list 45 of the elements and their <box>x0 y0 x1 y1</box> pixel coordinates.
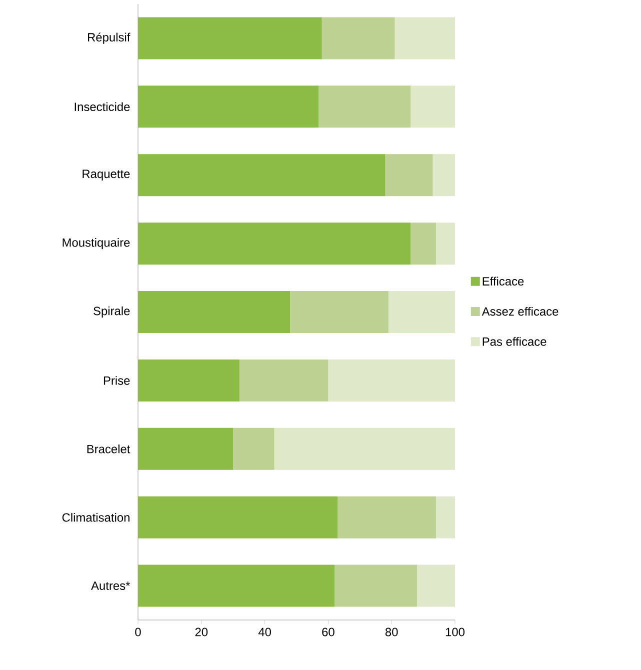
bar <box>410 86 456 128</box>
bar <box>290 291 388 334</box>
x-tick-label: 40 <box>258 628 271 636</box>
bar <box>394 17 456 60</box>
y-tick-label: Insecticide <box>74 102 130 112</box>
y-tick-label: Prise <box>104 376 130 385</box>
bar <box>138 564 335 607</box>
x-tick-label: 80 <box>385 628 398 636</box>
bar <box>239 359 328 402</box>
bar <box>138 496 338 538</box>
x-tick-label: 20 <box>195 628 208 636</box>
x-tick-label: 0 <box>135 628 141 636</box>
bar <box>138 222 411 265</box>
bar <box>334 564 417 607</box>
y-tick-label: Répulsif <box>88 32 130 44</box>
bar <box>274 428 456 470</box>
bar <box>322 17 395 60</box>
bar <box>233 428 274 470</box>
y-tick-label: Raquette <box>82 170 130 180</box>
bar <box>138 17 322 60</box>
bar <box>138 86 319 128</box>
legend-label: Efficace <box>482 276 524 286</box>
bar <box>138 291 290 334</box>
bar <box>436 222 456 265</box>
legend-label: Pas efficace <box>482 337 546 346</box>
bar <box>138 428 234 470</box>
bar <box>436 496 456 538</box>
y-tick-label: Moustiquaire <box>62 238 130 250</box>
bar <box>388 291 456 334</box>
bar <box>385 154 433 196</box>
bar <box>410 222 436 265</box>
legend-label: Assez efficace <box>482 306 558 316</box>
x-tick-label: 100 <box>446 628 465 636</box>
bar <box>416 564 456 607</box>
bar <box>138 154 386 196</box>
y-tick-label: Bracelet <box>87 444 130 454</box>
y-tick-label: Climatisation <box>62 512 130 522</box>
bar <box>138 359 240 402</box>
bar <box>318 86 411 128</box>
bar <box>328 359 456 402</box>
bar <box>432 154 456 196</box>
x-tick-label: 60 <box>322 628 334 636</box>
y-tick-label: Autres* <box>91 582 130 590</box>
y-tick-label: Spirale <box>94 306 130 318</box>
bar <box>338 496 436 538</box>
